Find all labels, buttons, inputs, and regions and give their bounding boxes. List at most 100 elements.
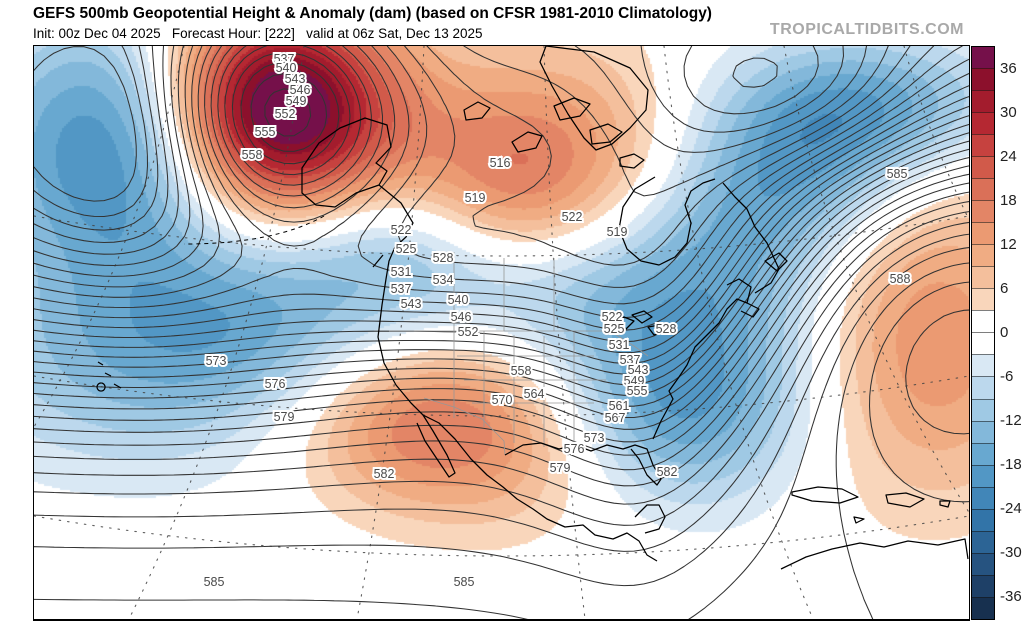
colorbar-segment [972,134,994,157]
colorbar-segment [972,222,994,245]
contour-label: 522 [391,223,412,237]
contour-label: 519 [465,191,486,205]
tropicaltidbits-watermark: TROPICALTIDBITS.COM [769,21,964,38]
colorbar-tick: 18 [1000,192,1017,209]
contour-label: 522 [602,310,623,324]
contour-label: 546 [290,83,311,97]
colorbar-tick: 36 [1000,60,1017,77]
contour-label: 528 [433,251,454,265]
contour-label: 531 [391,265,412,279]
colorbar-tick: 0 [1000,324,1009,341]
colorbar-segment [972,244,994,267]
colorbar-segment [972,47,994,69]
colorbar-segment [972,288,994,311]
coast-great-lakes [609,310,667,336]
colorbar-segment [972,200,994,223]
colorbar-segment [972,398,994,421]
contour-label: 537 [391,282,412,296]
colorbar-segment [972,310,994,333]
coast-labrador [722,182,780,294]
contour-label: 552 [275,107,296,121]
coastline [96,46,969,570]
contour-label: 579 [274,410,295,424]
contour-label: 537 [274,52,295,66]
colorbar-segment [972,442,994,465]
colorbar-tick: -6 [1000,368,1014,385]
colorbar-tick: 6 [1000,280,1009,297]
colorbar-tick: -30 [1000,544,1022,561]
coast-arctic-islands [463,97,645,169]
contour-label: 531 [609,338,630,352]
coast-newfoundland [764,252,788,272]
contour-label: 516 [490,156,511,170]
colorbar-segment [972,178,994,201]
colorbar-segment [972,486,994,509]
colorbar-segment [972,354,994,377]
contour-label: 543 [401,297,422,311]
chart-title: GEFS 500mb Geopotential Height & Anomaly… [33,5,712,22]
contour-label: 573 [584,431,605,445]
contour-label: 549 [286,94,307,108]
contour-label: 561 [609,399,630,413]
colorbar-segment [972,266,994,289]
colorbar-segment [972,464,994,487]
colorbar-tick: 24 [1000,148,1017,165]
colorbar-segment [972,68,994,91]
coast-hudson-bay [618,176,716,266]
contour-label: 522 [562,210,583,224]
latlon-graticule [34,46,969,619]
coast-south-america [780,538,969,570]
coast-alaska [301,117,392,208]
contour-label: 543 [285,72,306,86]
colorbar-tick: -36 [1000,588,1022,605]
contour-label: 540 [448,293,469,307]
contour-label: 585 [454,575,475,589]
contour-label: 573 [206,354,227,368]
coast-east [652,278,752,440]
contour-label: 582 [657,465,678,479]
coast-nova-scotia [740,302,760,318]
colorbar-segment [972,596,994,619]
colorbar-tick: -18 [1000,456,1022,473]
contour-label: 585 [204,575,225,589]
contour-label: 540 [276,61,297,75]
colorbar-segment [972,112,994,135]
colorbar-segment [972,574,994,597]
state-country-borders [389,252,649,456]
init-forecast-valid-line: Init: 00z Dec 04 2025 Forecast Hour: [22… [33,26,483,41]
contour-label: 519 [607,225,628,239]
coast-vancouver-island [372,254,384,268]
colorbar-tick: -24 [1000,500,1022,517]
contour-label: 564 [524,387,545,401]
coast-yucatan [634,504,666,534]
coast-baja [416,414,456,478]
colorbar-segment [972,508,994,531]
contour-label: 537 [620,353,641,367]
contour-label: 567 [605,411,626,425]
colorbar-tick: 30 [1000,104,1017,121]
contour-label: 549 [624,374,645,388]
contour-label: 582 [374,467,395,481]
coast-caribbean [791,486,951,524]
contour-label: 588 [890,272,911,286]
anomaly-colorbar [971,46,995,620]
contour-label: 579 [550,461,571,475]
contour-label: 546 [451,310,472,324]
coast-greenland [539,46,649,151]
contour-labels: 5375405435465495525555585165195225195225… [202,50,913,591]
contour-label: 534 [433,273,454,287]
contour-label: 552 [458,325,479,339]
colorbar-segment [972,156,994,179]
contour-label: 555 [627,384,648,398]
contour-label: 528 [656,322,677,336]
contour-label: 576 [564,442,585,456]
height-contours [34,46,969,619]
colorbar-segment [972,90,994,113]
contour-label: 570 [492,393,513,407]
coast-west-and-mexico [377,184,658,562]
colorbar-segment [972,420,994,443]
colorbar-segment [972,530,994,553]
contour-label: 558 [242,148,263,162]
contour-label: 585 [887,167,908,181]
